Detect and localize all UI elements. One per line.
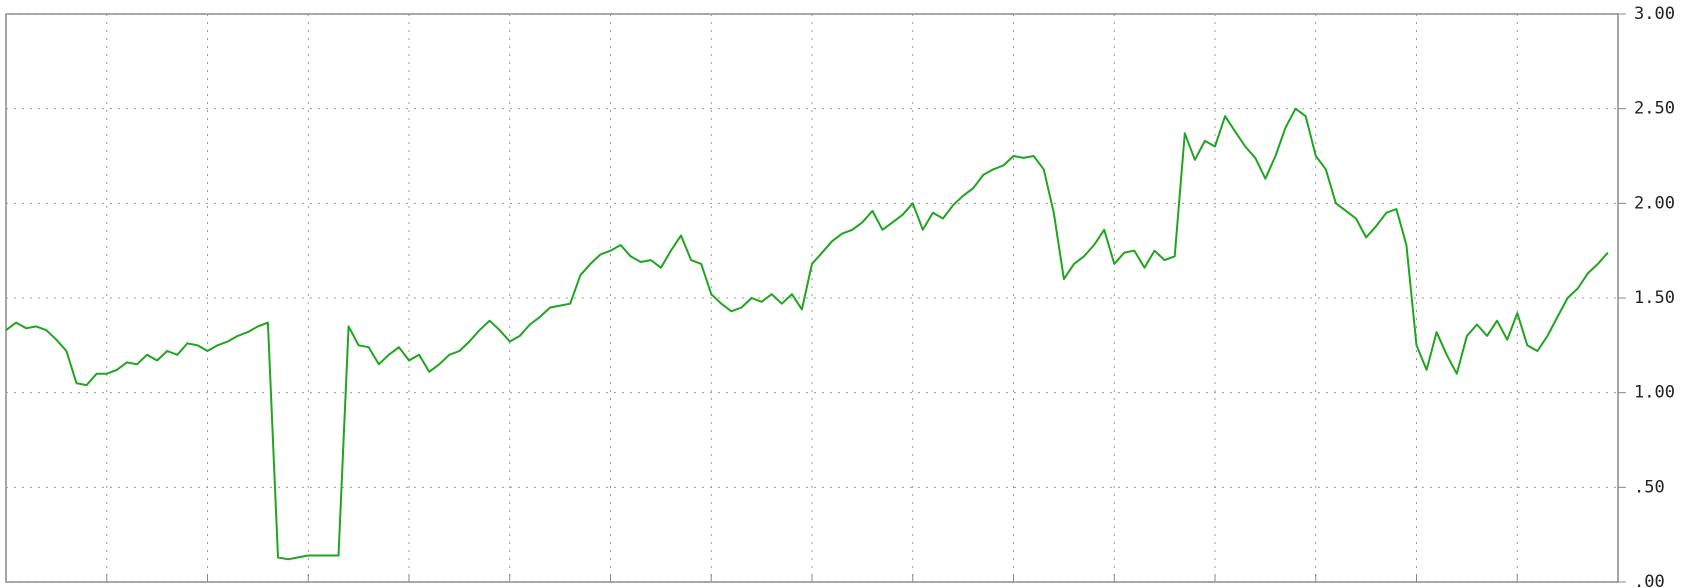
y-tick-label: 2.00 [1634, 193, 1675, 213]
y-tick-label: .00 [1634, 572, 1665, 588]
y-tick-label: 1.50 [1634, 288, 1675, 308]
y-tick-label: 1.00 [1634, 383, 1675, 403]
y-tick-label: .50 [1634, 477, 1665, 497]
y-tick-label: 3.00 [1634, 4, 1675, 24]
y-tick-label: 2.50 [1634, 99, 1675, 119]
line-series [5, 107, 1609, 561]
